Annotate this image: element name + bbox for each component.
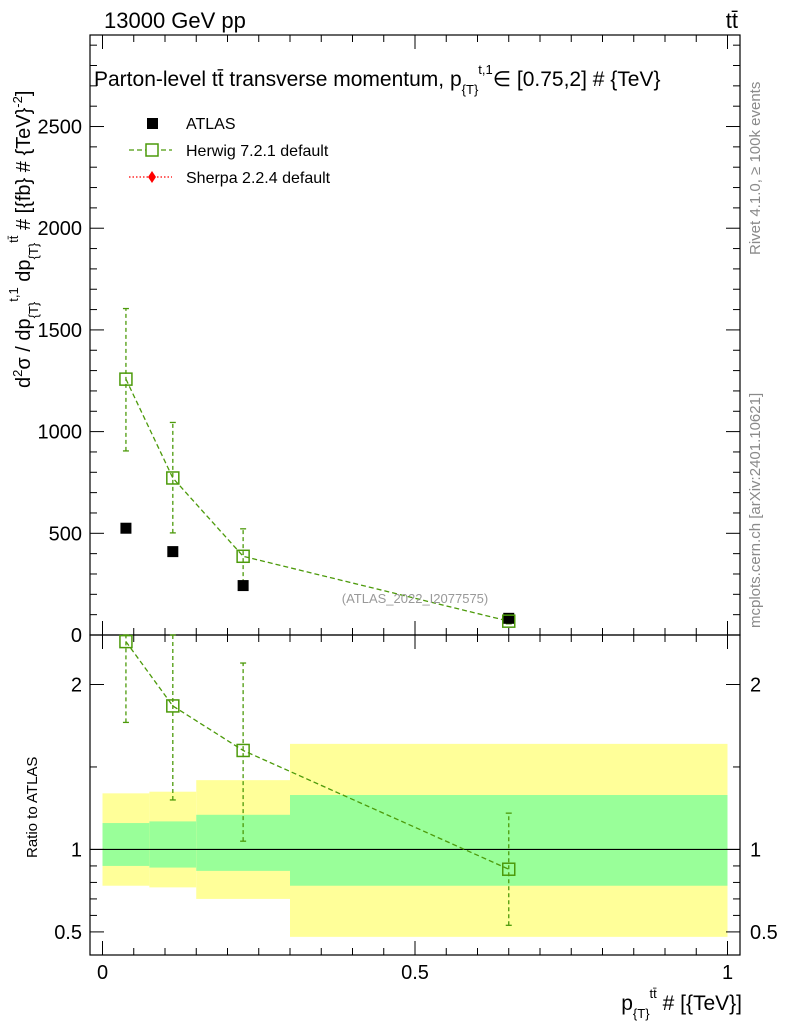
ratio-band-inner-0 [102,823,150,866]
header-right: tt̄ [726,8,738,33]
upper-y-tick-label: 500 [49,523,82,545]
legend-atlas-marker [147,118,158,129]
header-left: 13000 GeV pp [104,8,246,33]
herwig-ratio-point [502,862,516,876]
legend-herwig-label: Herwig 7.2.1 default [186,143,329,160]
rivet-version-text: Rivet 4.1.0, ≥ 100k events [747,82,764,255]
x-axis-label: p{T}tt̄ # [{TeV}] [621,986,742,1021]
lower-y-tick-label-right: 2 [750,674,761,696]
x-tick-label: 0.5 [401,962,429,984]
upper-y-tick-label: 0 [71,625,82,647]
lower-y-axis-label: Ratio to ATLAS [24,757,41,858]
legend-herwig-marker [145,143,159,157]
lower-y-tick-label: 2 [71,674,82,696]
upper-y-tick-label: 2000 [38,218,83,240]
upper-y-tick-label: 1000 [38,422,83,444]
herwig-point [236,549,250,564]
herwig-point [166,471,180,485]
herwig-point [119,372,133,386]
lower-y-tick-label-right: 1 [750,839,761,861]
herwig-ratio-point [166,699,180,713]
upper-y-axis-label: d2σ / dp{T}t,1 dp{T}tt̄ # [{fb} # {TeV}-… [6,91,41,388]
legend-sherpa-label: Sherpa 2.2.4 default [186,170,331,187]
atlas-point [120,522,132,534]
lower-y-tick-label: 0.5 [54,922,82,944]
legend: ATLAS Herwig 7.2.1 default Sherpa 2.2.4 … [129,116,331,187]
mcplots-reference-text: mcplots.cern.ch [arXiv:2401.10621] [747,393,764,628]
plot-title: Parton-level tt̄ transverse momentum, p{… [94,62,661,97]
upper-y-tick-label: 1500 [38,320,83,342]
herwig-ratio-line [125,641,510,870]
atlas-point [503,612,515,624]
upper-y-tick-label: 2500 [38,117,83,139]
x-tick-label: 0 [97,962,108,984]
lower-y-tick-label: 1 [71,839,82,861]
herwig-point [502,614,516,628]
plot-title-main: Parton-level tt̄ transverse momentum, p [94,68,462,91]
legend-atlas-label: ATLAS [186,116,236,133]
herwig-ratio-point [119,634,133,649]
watermark: (ATLAS_2022_I2077575) [342,591,488,606]
herwig-ratio-point [236,743,250,758]
ratio-bands [102,743,728,937]
ratio-band-inner-1 [149,821,197,868]
atlas-point [237,580,249,592]
legend-sherpa-marker [148,171,156,183]
x-tick-label: 1 [722,962,733,984]
herwig-line [125,378,509,622]
lower-y-tick-label-right: 0.5 [750,922,778,944]
atlas-point [167,546,179,558]
